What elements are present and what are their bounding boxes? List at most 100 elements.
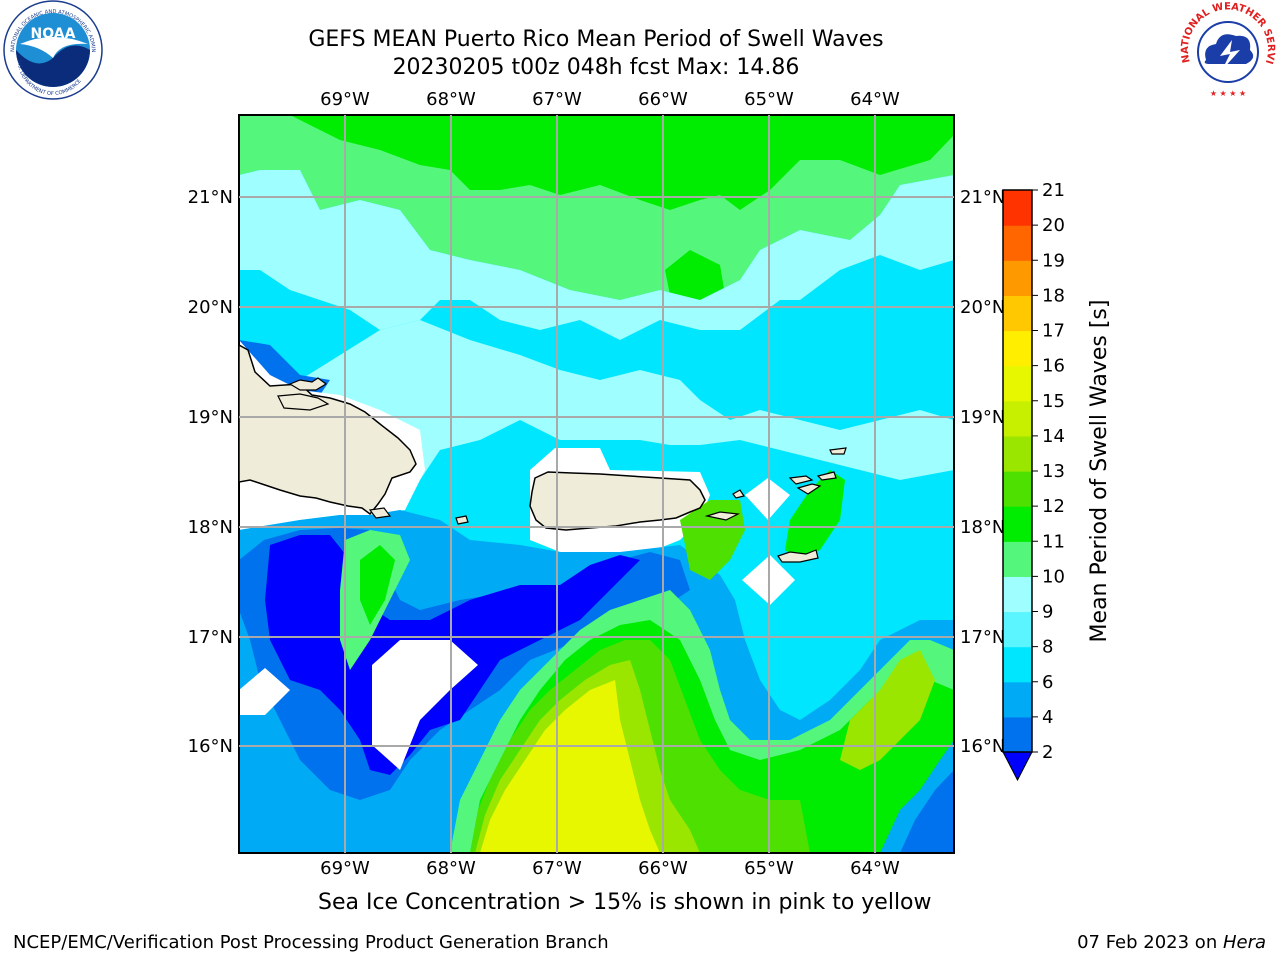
footer-credit: NCEP/EMC/Verification Post Processing Pr… <box>13 932 609 953</box>
contour-8-9-south <box>300 320 954 480</box>
lat-label-left: 17°N <box>188 627 233 648</box>
colorbar-segment <box>1003 471 1032 507</box>
islet-outline <box>368 507 392 519</box>
footer-date: 07 Feb 2023 on Hera <box>1077 932 1266 953</box>
colorbar-label: Mean Period of Swell Waves [s] <box>1087 300 1112 643</box>
colorbar-tick-label: 4 <box>1042 707 1053 728</box>
islet-outline <box>704 511 741 521</box>
colorbar-segment <box>1003 295 1032 332</box>
colorbar-tick-label: 14 <box>1042 426 1065 447</box>
lat-label-right: 20°N <box>960 297 1005 318</box>
svg-text:★ ★ ★ ★: ★ ★ ★ ★ <box>1210 89 1246 98</box>
land-polygon <box>529 471 706 531</box>
caption: Sea Ice Concentration > 15% is shown in … <box>318 890 932 915</box>
colorbar-segment <box>1003 435 1032 472</box>
islet-outline <box>788 475 814 485</box>
islet-outline <box>277 393 330 411</box>
colorbar-segment <box>1003 365 1032 402</box>
lon-label-bottom: 67°W <box>532 858 582 879</box>
colorbar-segment <box>1003 190 1032 226</box>
colorbar-tick-label: 15 <box>1042 391 1065 412</box>
lon-label-top: 64°W <box>850 89 900 110</box>
lat-label-left: 16°N <box>188 736 233 757</box>
footer-host: Hera <box>1222 932 1266 953</box>
colorbar-segment <box>1003 576 1032 613</box>
contour-10-11-north <box>290 115 954 210</box>
colorbar-tick-label: 12 <box>1042 496 1065 517</box>
lat-label-right: 17°N <box>960 627 1005 648</box>
colorbar-tick-label: 20 <box>1042 215 1065 236</box>
lon-label-top: 69°W <box>320 89 370 110</box>
colorbar-tick-label: 9 <box>1042 602 1053 623</box>
coastlines <box>239 344 847 563</box>
colorbar-tick-label: 11 <box>1042 531 1065 552</box>
colorbar-extend-min <box>1002 751 1033 782</box>
islet-outline <box>777 549 819 563</box>
lon-label-top: 66°W <box>638 89 688 110</box>
colorbar-tick-label: 13 <box>1042 461 1065 482</box>
lon-label-bottom: 64°W <box>850 858 900 879</box>
lon-label-top: 68°W <box>426 89 476 110</box>
chart-subtitle: 20230205 t00z 048h fcst Max: 14.86 <box>392 55 800 80</box>
mask-block-south-2 <box>239 668 290 715</box>
colorbar-segment <box>1003 330 1032 367</box>
axis-labels: 69°W 69°W 68°W 68°W 67°W 67°W 66°W 66°W 65°W 65°W… <box>188 89 1006 879</box>
islet-outline <box>288 377 328 391</box>
colorbar-segment <box>1003 541 1032 577</box>
lon-label-bottom: 68°W <box>426 858 476 879</box>
islet-outline <box>829 447 847 455</box>
colorbar-segment <box>1003 506 1032 542</box>
contour-12-13-pr-east <box>680 500 745 580</box>
islet-outline <box>796 483 822 495</box>
colorbar-segment <box>1003 260 1032 296</box>
colorbar-segment <box>1003 716 1032 753</box>
contour-11-12-west <box>360 545 395 625</box>
map-frame <box>238 114 955 854</box>
footer-date-text: 07 Feb 2023 on <box>1077 932 1223 953</box>
colorbar-segment <box>1003 400 1032 437</box>
islet-outline <box>455 515 469 525</box>
lat-label-right: 16°N <box>960 736 1005 757</box>
colorbar-tick-label: 19 <box>1042 250 1065 271</box>
lon-label-bottom: 66°W <box>638 858 688 879</box>
lon-label-bottom: 69°W <box>320 858 370 879</box>
contour-11-12-vi <box>785 470 845 560</box>
colorbar-segment <box>1003 646 1032 683</box>
lat-label-right: 21°N <box>960 187 1005 208</box>
colorbar-tick-label: 18 <box>1042 285 1065 306</box>
colorbar: 2 4 6 8 9 10 11 12 13 14 15 16 17 18 19 20 21 Mean Period… <box>1002 180 1112 782</box>
contour-2-4-east <box>900 770 954 853</box>
nws-logo: NATIONAL WEATHER SERVICE ★ ★ ★ ★ <box>1176 0 1276 98</box>
lat-label-left: 21°N <box>188 187 233 208</box>
lon-label-bottom: 65°W <box>744 858 794 879</box>
lat-label-left: 19°N <box>188 407 233 428</box>
colorbar-segment <box>1003 225 1032 261</box>
contour-11-12-north-patch <box>665 250 725 305</box>
islet-outline <box>732 489 745 499</box>
colorbar-tick-label: 17 <box>1042 321 1065 342</box>
colorbar-tick-label: 6 <box>1042 672 1053 693</box>
colorbar-segment <box>1003 611 1032 648</box>
contour-12-14-east <box>840 650 935 770</box>
colorbar-segment <box>1003 681 1032 718</box>
colorbar-tick-label: 21 <box>1042 180 1065 201</box>
lon-label-top: 67°W <box>532 89 582 110</box>
colorbar-tick-label: 16 <box>1042 356 1065 377</box>
contour-8-9-band <box>239 170 954 340</box>
colorbar-tick-label: 10 <box>1042 566 1065 587</box>
lon-label-top: 65°W <box>744 89 794 110</box>
contour-14-15-south <box>480 680 660 853</box>
lat-label-right: 19°N <box>960 407 1005 428</box>
chart-title: GEFS MEAN Puerto Rico Mean Period of Swe… <box>308 27 884 52</box>
graticule <box>239 115 954 853</box>
lat-label-left: 18°N <box>188 517 233 538</box>
noaa-logo-text: NOAA <box>31 26 76 42</box>
islet-outline <box>816 471 837 481</box>
colorbar-tick-label: 2 <box>1042 742 1053 763</box>
colorbar-tick-label: 8 <box>1042 637 1053 658</box>
lat-label-left: 20°N <box>188 297 233 318</box>
lat-label-right: 18°N <box>960 517 1005 538</box>
land-mask-vi-north <box>745 478 790 520</box>
noaa-logo: NOAA NATIONAL OCEANIC AND ATMOSPHERIC AD… <box>0 0 103 100</box>
